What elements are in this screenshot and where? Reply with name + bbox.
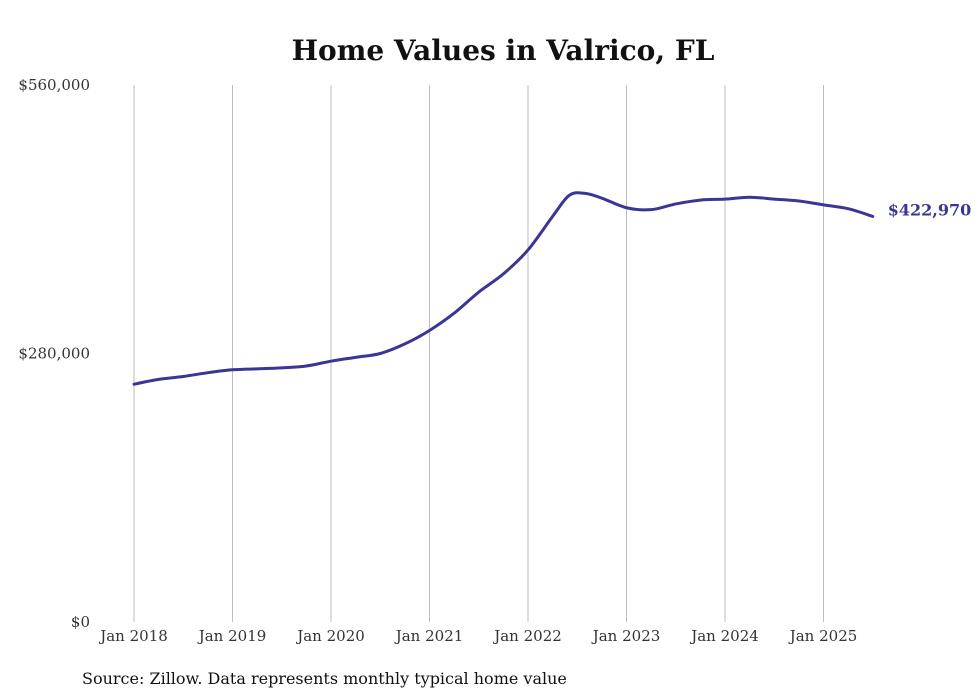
x-tick-label: Jan 2023 [591, 627, 661, 645]
x-tick-label: Jan 2021 [394, 627, 464, 645]
x-tick-label: Jan 2024 [689, 627, 759, 645]
x-tick-label: Jan 2020 [295, 627, 365, 645]
x-tick-label: Jan 2025 [788, 627, 858, 645]
y-tick-label: $0 [71, 613, 90, 631]
chart-title: Home Values in Valrico, FL [292, 34, 715, 67]
series-end-label: $422,970 [888, 200, 972, 219]
y-axis-ticks: $0 $280,000 $560,000 [18, 76, 90, 631]
series-line [132, 191, 875, 386]
y-tick-label: $560,000 [18, 76, 90, 94]
x-tick-label: Jan 2019 [197, 627, 267, 645]
series-layer: $422,970 [132, 191, 972, 386]
x-tick-label: Jan 2018 [98, 627, 168, 645]
source-note: Source: Zillow. Data represents monthly … [82, 669, 567, 688]
x-tick-label: Jan 2022 [492, 627, 562, 645]
y-tick-label: $280,000 [18, 345, 90, 363]
x-axis-ticks: Jan 2018 Jan 2019 Jan 2020 Jan 2021 Jan 2022… [98, 627, 857, 645]
grid-lines [133, 85, 824, 622]
